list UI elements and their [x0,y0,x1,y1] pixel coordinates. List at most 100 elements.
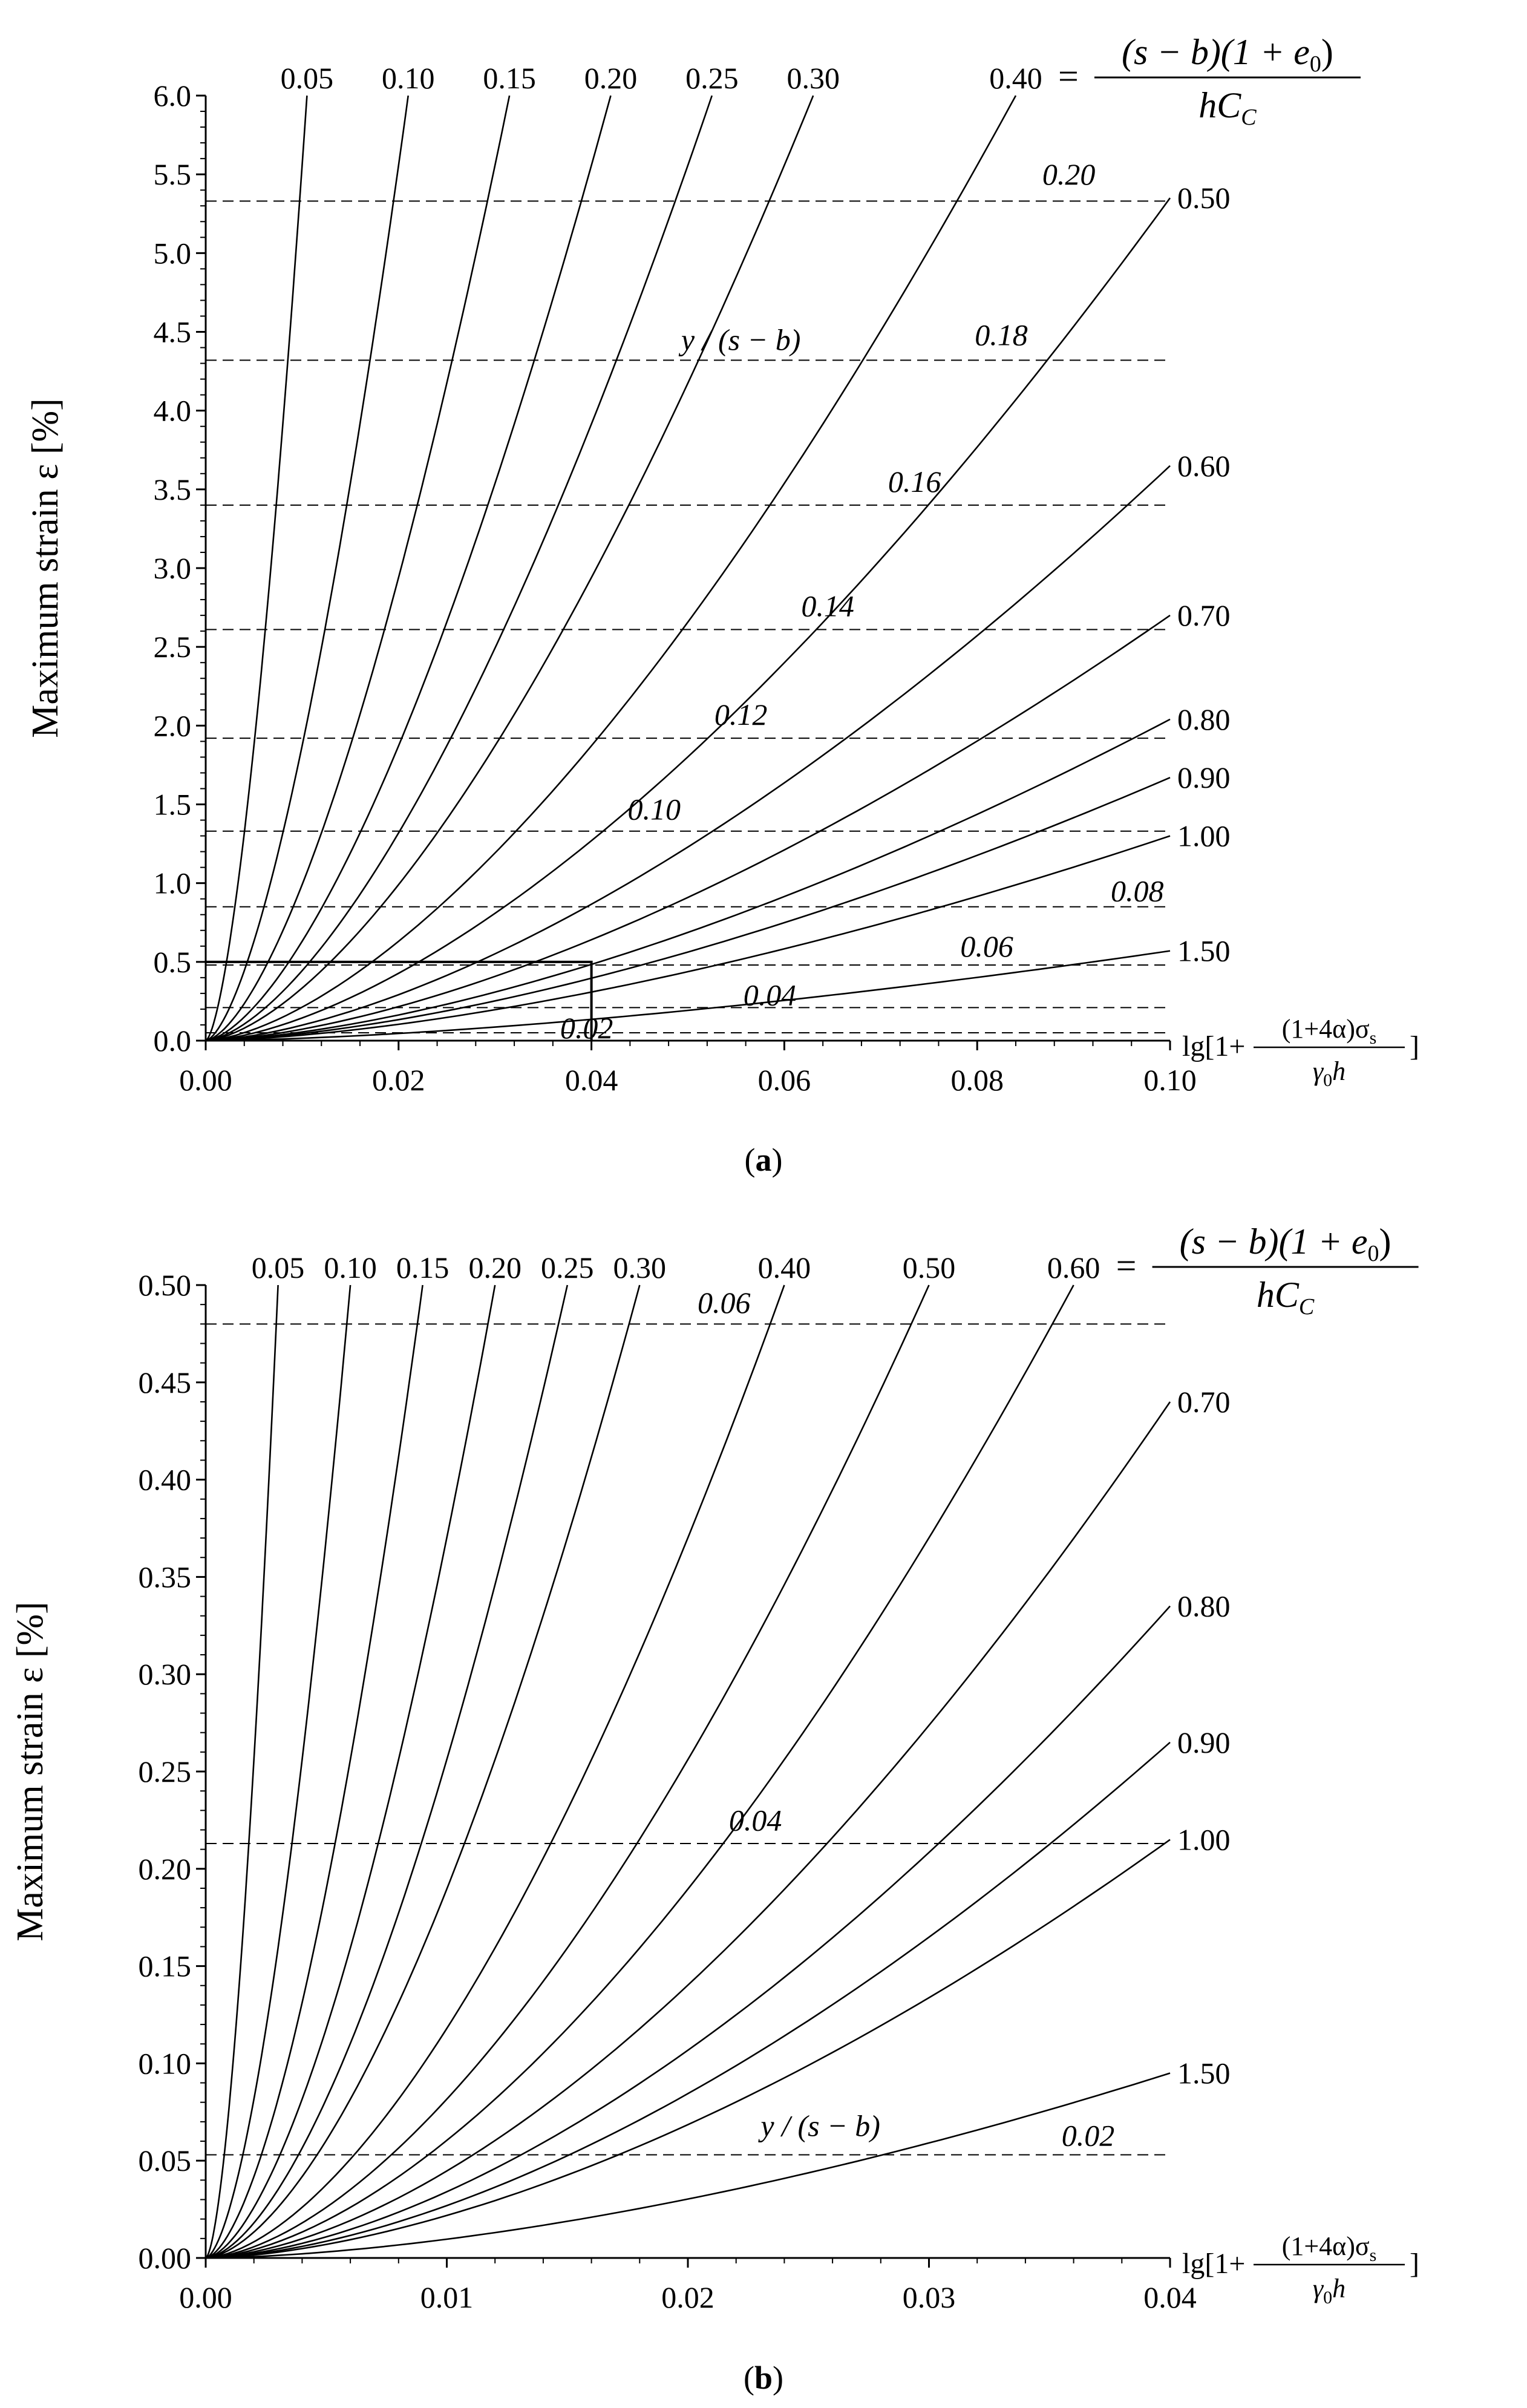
series-label-0.80: 0.80 [1177,702,1231,736]
guide-label: 0.04 [744,978,797,1012]
x-tick-label: 0.01 [420,2280,474,2314]
series-label-0.40: 0.40 [758,1251,811,1284]
formula-numerator: (s − b)(1 + e0) [1122,32,1333,77]
y-tick-label: 0.35 [139,1560,192,1594]
y-tick-label: 0.10 [139,2046,192,2080]
x-axis-title-numerator: (1+4α)σs [1282,1014,1377,1048]
series-label-0.70: 0.70 [1177,1385,1231,1419]
y-tick-label: 4.0 [154,394,192,428]
guide-label: 0.06 [960,929,1013,963]
y-tick-label: 3.5 [154,473,192,506]
formula-equals: = [1116,1246,1137,1286]
y-tick-label: 1.0 [154,866,192,900]
series-line-0.70 [205,1401,1171,2259]
series-label-0.10: 0.10 [324,1251,377,1284]
guide-label: 0.18 [975,318,1028,352]
series-line-0.60 [205,465,1171,1042]
series-label-0.10: 0.10 [382,61,435,95]
x-tick-label: 0.02 [372,1063,425,1097]
x-tick-label: 0.02 [661,2280,714,2314]
series-label-0.20: 0.20 [584,61,638,95]
series-label-1.00: 1.00 [1177,1823,1231,1857]
series-line-0.25 [205,95,713,1042]
x-axis-title: lg[1+ (1+4α)σs γ0h] [1182,2231,1419,2308]
series-label-0.25: 0.25 [541,1251,594,1284]
series-line-0.40 [205,95,1017,1042]
x-axis-title-suffix: ] [1410,1030,1419,1062]
guide-label: 0.10 [627,792,681,826]
series-line-0.80 [205,1605,1171,2259]
formula-denominator: hCC [1257,1275,1315,1320]
x-tick-label: 0.06 [758,1063,811,1097]
guide-label: 0.12 [714,698,768,731]
series-line-0.40 [205,1284,785,2259]
series-line-0.30 [205,1284,641,2259]
guide-label: 0.04 [729,1803,782,1837]
guide-label: 0.06 [698,1286,751,1320]
y-tick-label: 0.05 [139,2144,192,2177]
series-label-0.50: 0.50 [1177,181,1231,215]
series-label-0.70: 0.70 [1177,598,1231,632]
x-tick-label: 0.10 [1143,1063,1197,1097]
y-axis-title: Maximum strain ε [%] [10,1602,51,1942]
y-tick-label: 4.5 [154,315,192,349]
formula-denominator: hCC [1198,85,1257,130]
y-tick-label: 0.5 [154,945,192,979]
x-tick-label: 0.00 [179,1063,232,1097]
series-label-0.80: 0.80 [1177,1589,1231,1623]
y-tick-label: 0.50 [139,1268,192,1302]
x-tick-label: 0.03 [903,2280,956,2314]
axes: 0.00 0.05 0.10 0.15 0.20 0.25 0.30 0.35 0.40 0.45… [139,1268,1197,2314]
zoom-box [206,960,593,1041]
y-tick-label: 6.0 [154,79,192,113]
y-tick-label: 3.0 [154,551,192,585]
y-tick-label: 0.30 [139,1657,192,1691]
series-label-1.50: 1.50 [1177,934,1231,968]
series-label-1.00: 1.00 [1177,819,1231,853]
x-axis-title-denominator: γ0h [1313,1056,1346,1090]
guide-lines: 0.06 0.04 0.02 y / (s − b) [206,1286,1170,2156]
series-label-0.50: 0.50 [903,1251,956,1284]
y-tick-label: 0.00 [139,2241,192,2275]
guide-label: 0.02 [1062,2118,1115,2152]
x-axis-title-suffix: ] [1410,2248,1419,2280]
series-line-0.15 [205,1284,423,2259]
series-label-0.15: 0.15 [483,61,536,95]
x-tick-label: 0.04 [1143,2280,1197,2314]
y-tick-label: 0.15 [139,1949,192,1983]
series-label-0.40: 0.40 [989,61,1042,95]
guide-label: 0.16 [888,465,941,499]
guide-caption: y / (s − b) [678,323,801,357]
series-line-1.00 [205,835,1171,1042]
series-label-0.30: 0.30 [786,61,840,95]
series-line-0.15 [205,95,511,1042]
panel-b: 0.00 0.05 0.10 0.15 0.20 0.25 0.30 0.35 0.40 0.45… [10,1222,1419,2314]
formula-equals: = [1058,56,1079,96]
series-label-0.05: 0.05 [252,1251,305,1284]
series-line-0.80 [205,718,1171,1042]
series-line-1.50 [205,950,1171,1042]
series-line-0.05 [205,1284,279,2259]
panel-a-letter: a [756,1142,772,1178]
formula-numerator: (s − b)(1 + e0) [1180,1222,1391,1266]
y-tick-label: 0.25 [139,1755,192,1788]
guide-caption: y / (s − b) [757,2109,880,2142]
axes: 0.0 0.5 1.0 1.5 2.0 2.5 3.0 3.5 4.0 4.5 5.0 5.5 6.0 0… [154,79,1197,1097]
curves: 0.05 0.10 0.15 0.20 0.25 0.30 0.40 0.50 0.60 0.70… [205,61,1231,1042]
y-tick-label: 2.0 [154,708,192,742]
series-line-0.60 [205,1284,1074,2259]
x-tick-label: 0.08 [950,1063,1004,1097]
series-label-0.90: 0.90 [1177,761,1231,794]
series-label-0.60: 0.60 [1177,449,1231,483]
x-axis-title-prefix: lg[1+ [1182,1030,1245,1062]
series-label-0.90: 0.90 [1177,1726,1231,1759]
guide-label: 0.20 [1042,157,1096,191]
series-label-0.25: 0.25 [685,61,739,95]
series-label-0.15: 0.15 [396,1251,450,1284]
series-line-0.05 [205,95,308,1042]
series-label-0.05: 0.05 [281,61,334,95]
series-label-0.30: 0.30 [613,1251,667,1284]
series-line-0.70 [205,615,1171,1042]
x-tick-label: 0.00 [179,2280,232,2314]
